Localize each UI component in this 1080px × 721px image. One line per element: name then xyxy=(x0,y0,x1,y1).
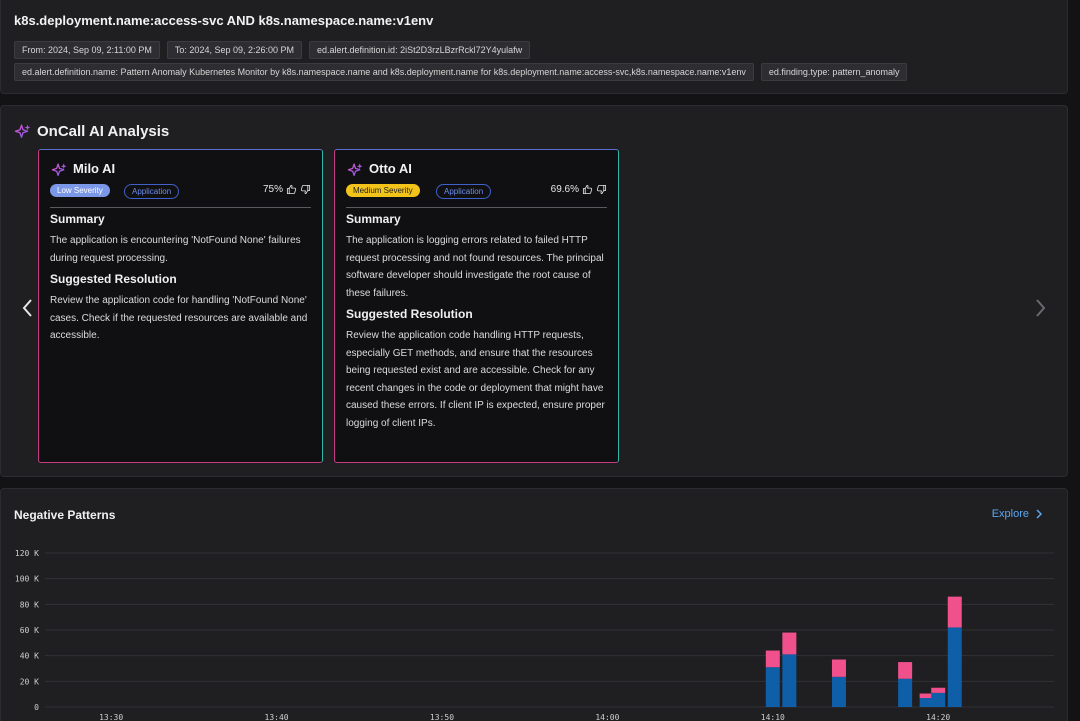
tag-alert-definition-name[interactable]: ed.alert.definition.name: Pattern Anomal… xyxy=(14,63,754,81)
summary-heading: Summary xyxy=(50,212,105,226)
ai-card-milo: Milo AI Low Severity Application 75% Sum… xyxy=(38,149,323,463)
x-tick-label: 13:40 xyxy=(265,713,289,721)
bar-segment xyxy=(782,654,797,707)
summary-text: The application is encountering 'NotFoun… xyxy=(50,235,301,264)
explore-label: Explore xyxy=(991,508,1029,520)
y-tick-label: 120 K xyxy=(15,549,39,558)
tag-from[interactable]: From: 2024, Sep 09, 2:11:00 PM xyxy=(14,41,160,59)
card-divider xyxy=(346,207,607,208)
tag-row-1: From: 2024, Sep 09, 2:11:00 PM To: 2024,… xyxy=(14,41,531,59)
x-tick-label: 14:20 xyxy=(926,713,950,721)
confidence-score: 69.6% xyxy=(551,184,607,195)
sparkle-icon xyxy=(51,163,67,177)
score-value: 75% xyxy=(262,184,283,195)
explore-link[interactable]: Explore xyxy=(992,508,1043,520)
bar-segment xyxy=(947,596,962,628)
score-value: 69.6% xyxy=(550,184,579,195)
negative-patterns-chart: 0 20 K 40 K 60 K 80 K 100 K 120 K 13:30 13:40 13:… xyxy=(15,549,1054,721)
sparkle-icon xyxy=(14,124,31,138)
chevron-right-icon[interactable] xyxy=(1030,296,1050,320)
negative-patterns-title: Negative Patterns xyxy=(14,508,116,522)
severity-badge: Medium Severity xyxy=(346,184,420,197)
confidence-score: 75% xyxy=(263,184,311,195)
resolution-heading: Suggested Resolution xyxy=(50,272,177,286)
bar-segment xyxy=(898,662,913,679)
resolution-text: Review the application code handling HTT… xyxy=(346,330,605,429)
tag-alert-definition-id[interactable]: ed.alert.definition.id: 2iSt2D3rzLBzrRck… xyxy=(309,41,531,59)
y-tick-label: 0 xyxy=(34,703,39,712)
query-title: k8s.deployment.name:access-svc AND k8s.n… xyxy=(14,13,434,28)
y-tick-label: 40 K xyxy=(20,652,39,661)
bar-segment xyxy=(782,632,797,655)
tag-row-2: ed.alert.definition.name: Pattern Anomal… xyxy=(14,63,908,81)
y-tick-label: 100 K xyxy=(15,575,39,584)
bar-segment xyxy=(765,667,780,707)
card-divider xyxy=(50,207,311,208)
resolution-heading: Suggested Resolution xyxy=(346,307,473,321)
x-tick-label: 14:10 xyxy=(761,713,785,721)
bar-segment xyxy=(919,698,934,707)
thumbs-down-icon[interactable] xyxy=(596,184,607,195)
ai-analysis-title: OnCall AI Analysis xyxy=(37,123,170,140)
category-badge: Application xyxy=(124,184,180,199)
resolution-text: Review the application code for handling… xyxy=(50,295,308,341)
y-tick-label: 80 K xyxy=(20,600,39,609)
thumbs-up-icon[interactable] xyxy=(582,184,593,195)
ai-analysis-panel: OnCall AI Analysis Milo AI Low Severity … xyxy=(0,105,1068,477)
x-tick-label: 13:30 xyxy=(99,713,123,721)
ai-card-otto: Otto AI Medium Severity Application 69.6… xyxy=(334,149,619,463)
y-tick-label: 20 K xyxy=(20,677,39,686)
bar-segment xyxy=(765,650,780,668)
negative-patterns-panel: Negative Patterns Explore 0 20 K 40 K 60 K 8… xyxy=(0,488,1068,721)
summary-heading: Summary xyxy=(346,212,401,226)
ai-card-name: Milo AI xyxy=(73,161,116,176)
summary-text: The application is logging errors relate… xyxy=(346,235,604,299)
bar-segment xyxy=(947,627,962,707)
chevron-left-icon[interactable] xyxy=(18,296,38,320)
thumbs-up-icon[interactable] xyxy=(286,184,297,195)
y-tick-label: 60 K xyxy=(20,626,39,635)
sparkle-icon xyxy=(347,163,363,177)
thumbs-down-icon[interactable] xyxy=(300,184,311,195)
severity-badge: Low Severity xyxy=(50,184,110,197)
tag-finding-type[interactable]: ed.finding.type: pattern_anomaly xyxy=(760,63,908,81)
bar-segment xyxy=(931,692,946,707)
ai-card-name: Otto AI xyxy=(369,161,412,176)
bar-segment xyxy=(919,693,934,699)
x-tick-label: 14:00 xyxy=(595,713,619,721)
category-badge: Application xyxy=(436,184,492,199)
bar-segment xyxy=(831,676,846,707)
tag-to[interactable]: To: 2024, Sep 09, 2:26:00 PM xyxy=(166,41,303,59)
bar-segment xyxy=(831,659,846,677)
alert-header-panel: k8s.deployment.name:access-svc AND k8s.n… xyxy=(0,0,1068,94)
chevron-right-icon xyxy=(1036,509,1043,519)
x-tick-label: 13:50 xyxy=(430,713,454,721)
bar-segment xyxy=(898,678,913,707)
bar-segment xyxy=(931,687,946,693)
